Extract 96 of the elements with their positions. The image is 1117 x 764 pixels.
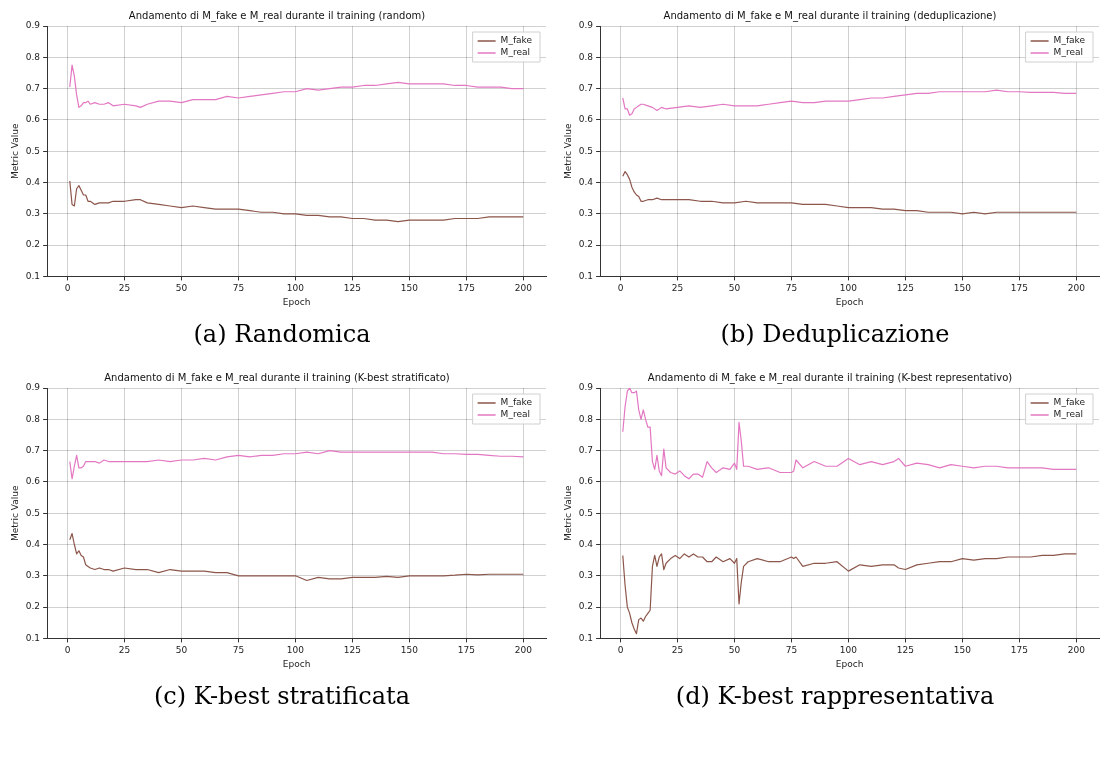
chart-title: Andamento di M_fake e M_real durante il training (deduplicazione) — [663, 9, 997, 22]
y-tick-label: 0.6 — [25, 476, 41, 487]
y-tick-label: 0.3 — [25, 208, 41, 219]
legend-label: M_fake — [1053, 397, 1086, 408]
x-tick-label: 25 — [118, 645, 131, 656]
y-axis-title: Metric Value — [9, 122, 20, 179]
chart-title: Andamento di M_fake e M_real durante il training (random) — [128, 9, 426, 22]
x-tick-label: 150 — [400, 645, 419, 656]
x-tick-label: 75 — [232, 283, 245, 294]
y-tick-label: 0.7 — [578, 444, 594, 455]
text: (a) Randomica — [192, 320, 372, 350]
text: (b) Deduplicazione — [719, 320, 951, 350]
y-tick-label: 0.4 — [578, 176, 594, 187]
x-tick-label: 75 — [232, 645, 245, 656]
x-tick-label: 150 — [953, 645, 972, 656]
x-axis-title: Epoch — [282, 658, 311, 669]
y-tick-label: 0.6 — [578, 476, 594, 487]
y-tick-label: 0.3 — [578, 570, 594, 581]
legend-label: M_fake — [500, 397, 533, 408]
y-tick-label: 0.3 — [578, 208, 594, 219]
y-axis-title: Metric Value — [9, 484, 20, 541]
y-tick-label: 0.1 — [25, 632, 41, 643]
x-axis-title: Epoch — [835, 296, 864, 307]
x-tick-label: 50 — [728, 283, 741, 294]
legend-label: M_real — [1053, 47, 1083, 58]
y-tick-label: 0.1 — [25, 270, 41, 281]
y-tick-label: 0.4 — [25, 538, 41, 549]
y-axis-title: Metric Value — [562, 484, 573, 541]
x-tick-label: 75 — [785, 283, 798, 294]
x-tick-label: 175 — [457, 283, 475, 294]
x-tick-label: 125 — [896, 645, 914, 656]
x-axis-title: Epoch — [282, 296, 311, 307]
y-tick-label: 0.3 — [25, 570, 41, 581]
chart-title: Andamento di M_fake e M_real durante il training (K-best stratificato) — [104, 371, 450, 384]
y-tick-label: 0.9 — [25, 382, 41, 393]
x-tick-label: 0 — [617, 283, 624, 294]
x-tick-label: 100 — [839, 283, 858, 294]
y-tick-label: 0.6 — [578, 114, 594, 125]
y-tick-label: 0.2 — [25, 601, 41, 612]
y-tick-label: 0.5 — [25, 145, 41, 156]
legend-label: M_real — [500, 47, 530, 58]
y-tick-label: 0.8 — [25, 51, 41, 62]
y-tick-label: 0.5 — [25, 507, 41, 518]
x-tick-label: 0 — [64, 283, 71, 294]
x-tick-label: 200 — [514, 645, 533, 656]
y-tick-label: 0.5 — [578, 145, 594, 156]
x-tick-label: 100 — [286, 645, 305, 656]
x-tick-label: 125 — [343, 283, 361, 294]
x-tick-label: 150 — [953, 283, 972, 294]
x-tick-label: 200 — [514, 283, 533, 294]
y-tick-label: 0.7 — [25, 82, 41, 93]
y-axis-title: Metric Value — [562, 122, 573, 179]
y-tick-label: 0.1 — [578, 632, 594, 643]
text: (c) K-best stratificata — [153, 682, 411, 712]
x-tick-label: 175 — [457, 645, 475, 656]
y-tick-label: 0.4 — [25, 176, 41, 187]
x-tick-label: 0 — [64, 645, 71, 656]
chart-title: Andamento di M_fake e M_real durante il training (K-best representativo) — [647, 371, 1013, 384]
x-tick-label: 25 — [118, 283, 131, 294]
x-tick-label: 50 — [175, 645, 188, 656]
y-tick-label: 0.1 — [578, 270, 594, 281]
x-tick-label: 125 — [343, 645, 361, 656]
y-tick-label: 0.9 — [25, 20, 41, 31]
x-tick-label: 25 — [671, 283, 684, 294]
y-tick-label: 0.6 — [25, 114, 41, 125]
x-tick-label: 75 — [785, 645, 798, 656]
y-tick-label: 0.7 — [578, 82, 594, 93]
y-tick-label: 0.2 — [25, 239, 41, 250]
x-tick-label: 175 — [1010, 283, 1028, 294]
y-tick-label: 0.9 — [578, 382, 594, 393]
y-tick-label: 0.5 — [578, 507, 594, 518]
x-tick-label: 25 — [671, 645, 684, 656]
legend-label: M_real — [1053, 409, 1083, 420]
x-tick-label: 125 — [896, 283, 914, 294]
x-tick-label: 0 — [617, 645, 624, 656]
y-tick-label: 0.8 — [578, 413, 594, 424]
text: (d) K-best rappresentativa — [674, 682, 996, 712]
x-tick-label: 100 — [286, 283, 305, 294]
y-tick-label: 0.9 — [578, 20, 594, 31]
y-tick-label: 0.2 — [578, 239, 594, 250]
x-tick-label: 200 — [1067, 645, 1086, 656]
y-tick-label: 0.7 — [25, 444, 41, 455]
y-tick-label: 0.4 — [578, 538, 594, 549]
legend-label: M_real — [500, 409, 530, 420]
y-tick-label: 0.8 — [578, 51, 594, 62]
x-tick-label: 200 — [1067, 283, 1086, 294]
x-tick-label: 50 — [175, 283, 188, 294]
legend-label: M_fake — [500, 35, 533, 46]
x-tick-label: 150 — [400, 283, 419, 294]
x-tick-label: 50 — [728, 645, 741, 656]
y-tick-label: 0.2 — [578, 601, 594, 612]
x-axis-title: Epoch — [835, 658, 864, 669]
x-tick-label: 175 — [1010, 645, 1028, 656]
y-tick-label: 0.8 — [25, 413, 41, 424]
legend-label: M_fake — [1053, 35, 1086, 46]
x-tick-label: 100 — [839, 645, 858, 656]
